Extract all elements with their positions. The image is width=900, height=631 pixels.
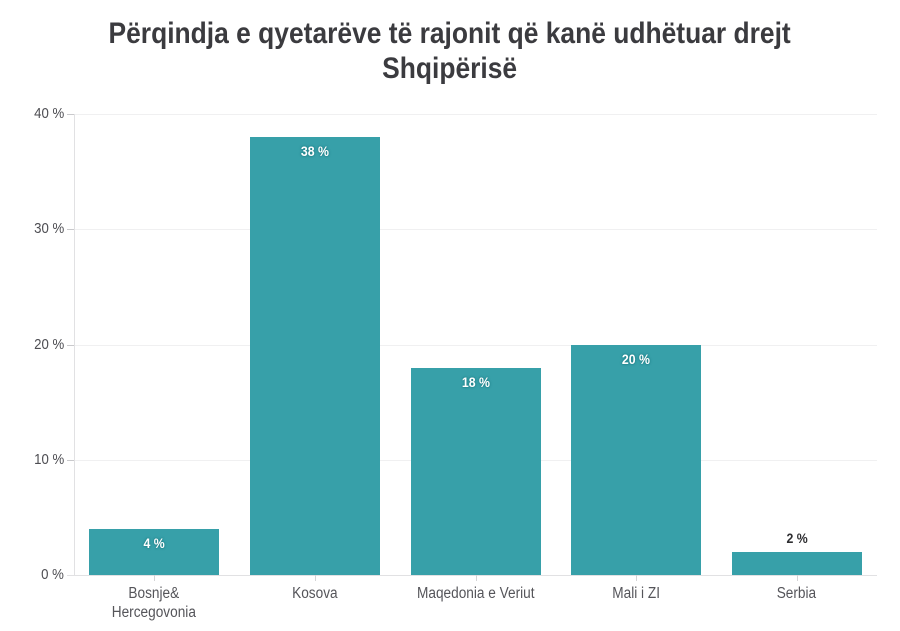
- gridline-30: [74, 229, 877, 231]
- bar-maqedonia-e-veriut: [410, 367, 541, 575]
- bar-value-text: 38 %: [300, 143, 329, 160]
- y-tick-label-text: 10 %: [33, 450, 64, 468]
- y-tick-30: [67, 229, 74, 231]
- gridline-20: [74, 344, 877, 346]
- y-tick-label-text: 40 %: [33, 105, 64, 122]
- y-tick-20: [67, 344, 74, 346]
- chart-title-text: Përqindja e qyetarëve të rajonit që kanë…: [108, 17, 792, 85]
- bar-value-text: 18 %: [461, 373, 490, 390]
- x-category-label-mali-i-zi: Mali i ZI: [546, 584, 726, 603]
- y-tick-label-0: 0 %: [0, 565, 64, 585]
- y-tick-label-20: 20 %: [0, 335, 64, 355]
- y-tick-label-40: 40 %: [0, 104, 64, 124]
- bar-value-label-maqedonia-e-veriut: 18 %: [411, 373, 541, 391]
- gridline-40: [74, 114, 877, 115]
- x-category-label-serbia: Serbia: [707, 584, 887, 603]
- bar-serbia: [731, 551, 862, 575]
- bar-value-label-mali-i-zi: 20 %: [571, 350, 701, 368]
- bar-value-text: 20 %: [622, 350, 651, 367]
- x-category-label-text: Maqedonia e Veriut: [416, 585, 535, 602]
- chart-title: Përqindja e qyetarëve të rajonit që kanë…: [0, 16, 900, 86]
- y-tick-10: [67, 459, 74, 461]
- x-category-label-bosnje-hercegovonia: Bosnje& Hercegovonia: [64, 584, 244, 622]
- x-tick-maqedonia-e-veriut: [475, 575, 477, 581]
- x-category-label-text: Bosnje& Hercegovonia: [112, 585, 197, 621]
- y-tick-label-text: 20 %: [33, 335, 64, 353]
- y-tick-label-30: 30 %: [0, 219, 64, 239]
- bar-value-text: 4 %: [143, 534, 165, 551]
- x-tick-serbia: [796, 575, 798, 581]
- x-category-label-text: Kosova: [292, 585, 338, 602]
- y-tick-label-text: 0 %: [41, 566, 64, 583]
- bar-value-text: 2 %: [786, 529, 808, 546]
- bar-mali-i-zi: [571, 344, 702, 575]
- bar-value-label-serbia: 2 %: [732, 529, 862, 547]
- bar-bosnje-hercegovonia: [89, 528, 220, 575]
- y-tick-label-10: 10 %: [0, 450, 64, 470]
- y-axis-line: [74, 114, 75, 576]
- x-category-label-kosova: Kosova: [225, 584, 405, 603]
- x-category-label-text: Serbia: [776, 585, 817, 602]
- bar-value-label-kosova: 38 %: [250, 142, 380, 160]
- x-tick-kosova: [314, 575, 316, 581]
- y-tick-label-text: 30 %: [33, 220, 64, 238]
- y-tick-40: [67, 114, 74, 115]
- bar-kosova: [249, 137, 380, 575]
- x-tick-mali-i-zi: [636, 575, 638, 581]
- x-category-label-maqedonia-e-veriut: Maqedonia e Veriut: [386, 584, 566, 603]
- x-tick-bosnje-hercegovonia: [154, 575, 156, 581]
- bar-value-label-bosnje-hercegovonia: 4 %: [89, 534, 219, 552]
- x-category-label-text: Mali i ZI: [612, 585, 660, 602]
- x-axis-line: [67, 575, 877, 576]
